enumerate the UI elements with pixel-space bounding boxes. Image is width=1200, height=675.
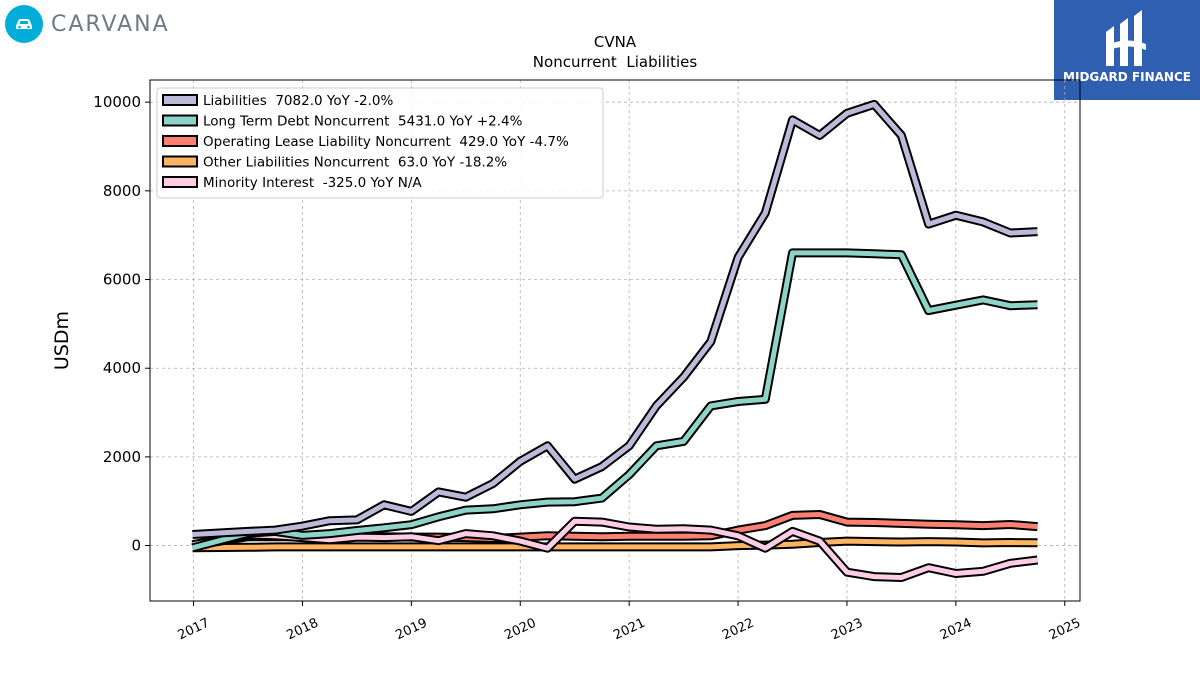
legend: Liabilities 7082.0 YoY -2.0% Long Term De… xyxy=(156,87,604,199)
y-tick-label: 6000 xyxy=(103,271,141,289)
x-tick-label: 2018 xyxy=(285,616,321,644)
series-line xyxy=(191,250,1038,551)
y-tick-label: 8000 xyxy=(103,182,141,200)
series-line-outline xyxy=(191,248,1038,553)
series-line xyxy=(192,538,1038,551)
x-axis: 2017 2018 2019 2020 2021 2022 2023 2024 2025 xyxy=(176,601,1083,644)
x-tick-label: 2023 xyxy=(829,616,865,644)
badge-label: MIDGARD FINANCE xyxy=(1063,70,1191,84)
legend-label: Other Liabilities Noncurrent 63.0 YoY -1… xyxy=(203,155,507,171)
midgard-finance-badge: MIDGARD FINANCE xyxy=(1054,0,1200,100)
chart-title: CVNA xyxy=(594,33,637,51)
x-tick-label: 2019 xyxy=(393,616,429,644)
chart-subtitle: Noncurrent Liabilities xyxy=(533,53,698,71)
x-tick-label: 2020 xyxy=(502,616,538,644)
x-tick-label: 2017 xyxy=(176,616,212,644)
y-tick-label: 0 xyxy=(131,537,141,555)
series-lines xyxy=(191,99,1039,582)
carvana-logo: CARVANA xyxy=(5,4,170,44)
series-line xyxy=(192,101,1038,537)
legend-swatch xyxy=(162,135,198,147)
y-tick-label: 2000 xyxy=(103,448,141,466)
series-line xyxy=(192,518,1038,580)
y-tick-label: 4000 xyxy=(103,359,141,377)
grid xyxy=(150,80,1080,601)
brand-name: CARVANA xyxy=(51,11,170,37)
legend-label: Operating Lease Liability Noncurrent 429… xyxy=(203,134,569,150)
legend-swatch xyxy=(162,114,198,127)
midgard-logo-icon xyxy=(1106,10,1146,66)
legend-swatch xyxy=(162,94,198,106)
legend-label: Long Term Debt Noncurrent 5431.0 YoY +2.… xyxy=(203,114,523,130)
car-icon xyxy=(5,5,43,43)
legend-swatch xyxy=(162,155,198,168)
plot-frame xyxy=(149,79,1081,602)
legend-box xyxy=(156,87,604,199)
y-axis-label: USDm xyxy=(51,311,73,370)
x-tick-label: 2021 xyxy=(611,616,647,644)
legend-label: Minority Interest -325.0 YoY N/A xyxy=(203,175,422,191)
x-tick-label: 2025 xyxy=(1047,616,1083,644)
y-tick-label: 10000 xyxy=(93,93,141,111)
legend-swatch xyxy=(162,176,198,188)
y-axis: 0 2000 4000 6000 8000 10000 xyxy=(93,93,150,555)
x-tick-label: 2024 xyxy=(938,616,974,644)
legend-label: Liabilities 7082.0 YoY -2.0% xyxy=(203,93,393,109)
x-tick-label: 2022 xyxy=(720,616,756,644)
